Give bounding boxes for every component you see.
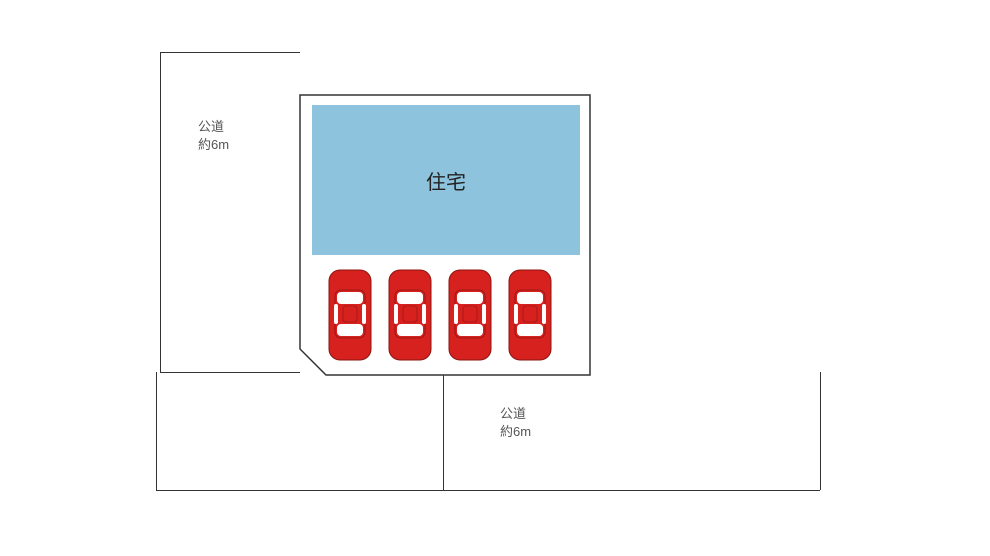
dim-bottom-tick-right bbox=[820, 372, 821, 490]
site-plan-diagram: 公道 約6m 公道 約6m 住宅 bbox=[0, 0, 990, 556]
parking-area bbox=[325, 262, 580, 362]
dim-left-label: 公道 約6m bbox=[198, 118, 229, 153]
dim-bottom-label-line2: 約6m bbox=[500, 424, 531, 439]
car-icon bbox=[385, 268, 435, 362]
house-block: 住宅 bbox=[312, 105, 580, 255]
dim-bottom-label: 公道 約6m bbox=[500, 405, 531, 440]
car-icon bbox=[445, 268, 495, 362]
dim-bottom-tick-left bbox=[156, 372, 157, 490]
dim-left-baseline bbox=[160, 52, 161, 372]
dim-left-tick-top bbox=[160, 52, 300, 53]
dim-bottom-baseline bbox=[156, 490, 820, 491]
car-icon bbox=[505, 268, 555, 362]
dim-bottom-label-line1: 公道 bbox=[500, 406, 526, 421]
dim-left-tick-bottom bbox=[160, 372, 300, 373]
dim-left-label-line1: 公道 bbox=[198, 119, 224, 134]
car-icon bbox=[325, 268, 375, 362]
house-label: 住宅 bbox=[426, 166, 466, 195]
dim-bottom-connector bbox=[443, 374, 444, 490]
dim-left-label-line2: 約6m bbox=[198, 137, 229, 152]
